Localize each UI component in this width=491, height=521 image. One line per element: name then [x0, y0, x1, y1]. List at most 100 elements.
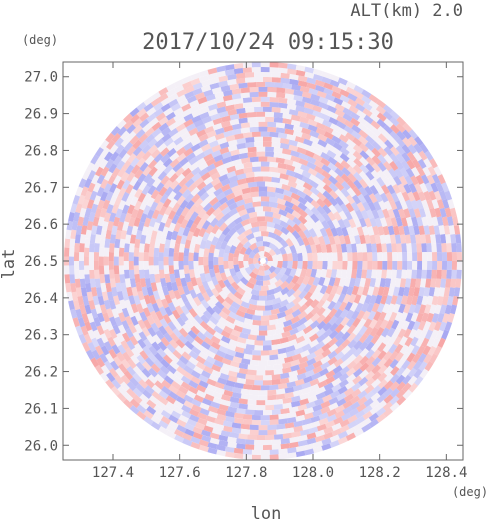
radar-cell	[158, 92, 169, 102]
radar-cell	[301, 170, 312, 179]
radar-cell	[117, 291, 124, 301]
radar-cell	[329, 434, 340, 443]
radar-cell	[275, 122, 286, 129]
radar-cell	[240, 122, 251, 129]
radar-cell	[218, 403, 229, 412]
radar-cell	[109, 269, 115, 279]
radar-cell	[112, 175, 122, 186]
radar-cell	[180, 375, 191, 385]
radar-cell	[207, 442, 218, 450]
radar-cell	[382, 407, 394, 418]
radar-cell	[316, 306, 326, 317]
radar-cell	[278, 448, 288, 455]
radar-cell	[320, 157, 331, 167]
radar-cell	[295, 445, 306, 453]
radar-cell	[203, 264, 210, 274]
radar-cell	[130, 315, 139, 326]
radar-cell	[297, 261, 303, 270]
radar-cell	[366, 302, 375, 313]
radar-cell	[114, 316, 123, 327]
radar-cell	[399, 167, 409, 178]
radar-cell	[179, 312, 189, 323]
radar-cell	[91, 337, 100, 348]
radar-cell	[123, 113, 133, 124]
radar-cell	[221, 357, 232, 366]
radar-cell	[93, 252, 100, 261]
radar-cell	[160, 277, 167, 288]
radar-cell	[158, 205, 168, 216]
radar-cell	[349, 210, 359, 221]
radar-cell	[308, 284, 318, 294]
radar-cell	[199, 191, 210, 202]
radar-cell	[190, 370, 201, 379]
radar-cell	[124, 315, 134, 326]
radar-cell	[306, 352, 317, 361]
radar-cell	[456, 269, 462, 279]
radar-cell	[405, 295, 414, 306]
radar-cell	[236, 72, 246, 79]
radar-cell	[135, 282, 143, 292]
radar-cell	[343, 125, 355, 135]
radar-cell	[188, 156, 199, 166]
radar-cell	[127, 153, 137, 164]
radar-cell	[143, 217, 152, 228]
radar-cell	[358, 142, 369, 153]
radar-cell	[302, 187, 313, 197]
radar-cell	[334, 410, 345, 419]
radar-cell	[141, 225, 149, 236]
radar-cell	[352, 252, 358, 261]
radar-cell	[96, 287, 103, 297]
radar-cell	[293, 89, 303, 97]
radar-cell	[228, 252, 235, 261]
radar-cell	[243, 285, 253, 294]
radar-cell	[312, 68, 323, 76]
radar-cell	[390, 365, 400, 376]
radar-cell	[308, 88, 319, 96]
radar-cell	[191, 346, 202, 356]
radar-cell	[96, 337, 106, 348]
radar-cell	[338, 210, 348, 221]
radar-cell	[271, 379, 281, 386]
radar-cell	[196, 292, 205, 303]
radar-cell	[110, 125, 121, 136]
radar-cell	[389, 395, 400, 406]
radar-cell	[188, 243, 196, 253]
radar-cell	[154, 380, 165, 390]
radar-cell	[80, 225, 88, 235]
radar-cell	[291, 204, 302, 213]
radar-cell	[358, 333, 369, 344]
radar-cell	[184, 340, 195, 351]
radar-cell	[103, 299, 111, 310]
radar-cell	[345, 432, 356, 441]
radar-cell	[279, 336, 290, 344]
radar-cell	[303, 221, 313, 231]
radar-cell	[258, 265, 265, 271]
radar-cell	[225, 410, 235, 418]
radar-cell	[106, 139, 116, 150]
radar-cell	[85, 229, 92, 240]
radar-cell	[146, 113, 157, 123]
radar-cell	[233, 189, 244, 198]
radar-cell	[238, 433, 248, 440]
radar-cell	[293, 172, 304, 181]
radar-cell	[249, 359, 259, 366]
radar-cell	[417, 158, 427, 169]
radar-cell	[328, 396, 339, 406]
radar-cell	[377, 225, 385, 236]
radar-cell	[74, 234, 81, 244]
radar-cell	[340, 269, 348, 279]
radar-cell	[173, 406, 184, 415]
radar-cell	[423, 287, 430, 297]
radar-cell	[250, 288, 260, 296]
y-tick-label: 26.9	[24, 107, 58, 123]
x-tick-label: 127.6	[159, 465, 201, 481]
radar-cell	[101, 221, 109, 231]
y-tick-label: 26.7	[24, 180, 58, 196]
radar-cell	[185, 390, 197, 399]
radar-cell	[297, 75, 308, 83]
radar-cell	[280, 72, 290, 79]
radar-cell	[289, 327, 299, 336]
radar-cell	[389, 110, 400, 120]
radar-cell	[207, 231, 216, 242]
radar-cell	[290, 359, 301, 367]
